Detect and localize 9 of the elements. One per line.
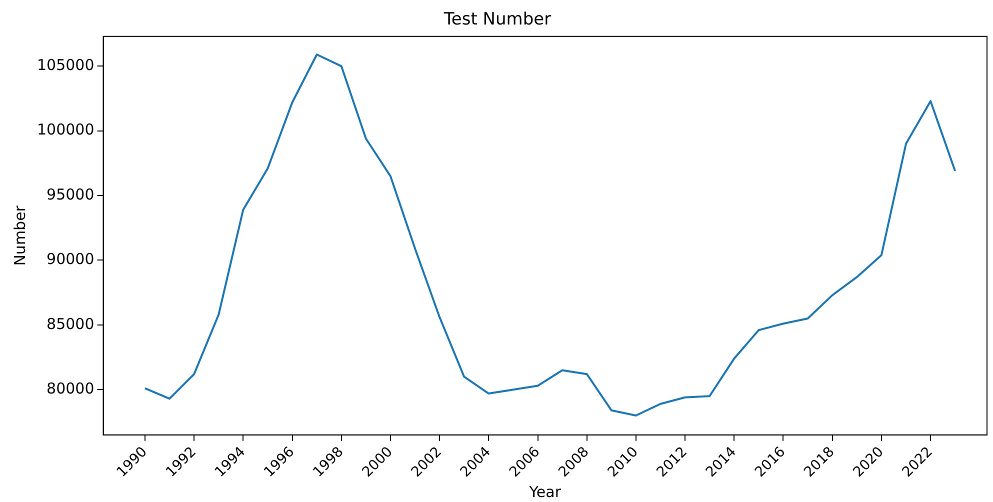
- x-axis-title: Year: [528, 482, 562, 501]
- y-tick-label: 85000: [46, 314, 94, 333]
- y-axis-title: Number: [10, 204, 29, 266]
- chart-title: Test Number: [442, 10, 552, 30]
- y-tick-label: 90000: [46, 250, 94, 268]
- y-tick-label: 80000: [46, 380, 94, 398]
- y-tick-label: 105000: [36, 56, 94, 74]
- y-tick-label: 100000: [36, 120, 94, 139]
- y-tick-label: 95000: [46, 185, 94, 204]
